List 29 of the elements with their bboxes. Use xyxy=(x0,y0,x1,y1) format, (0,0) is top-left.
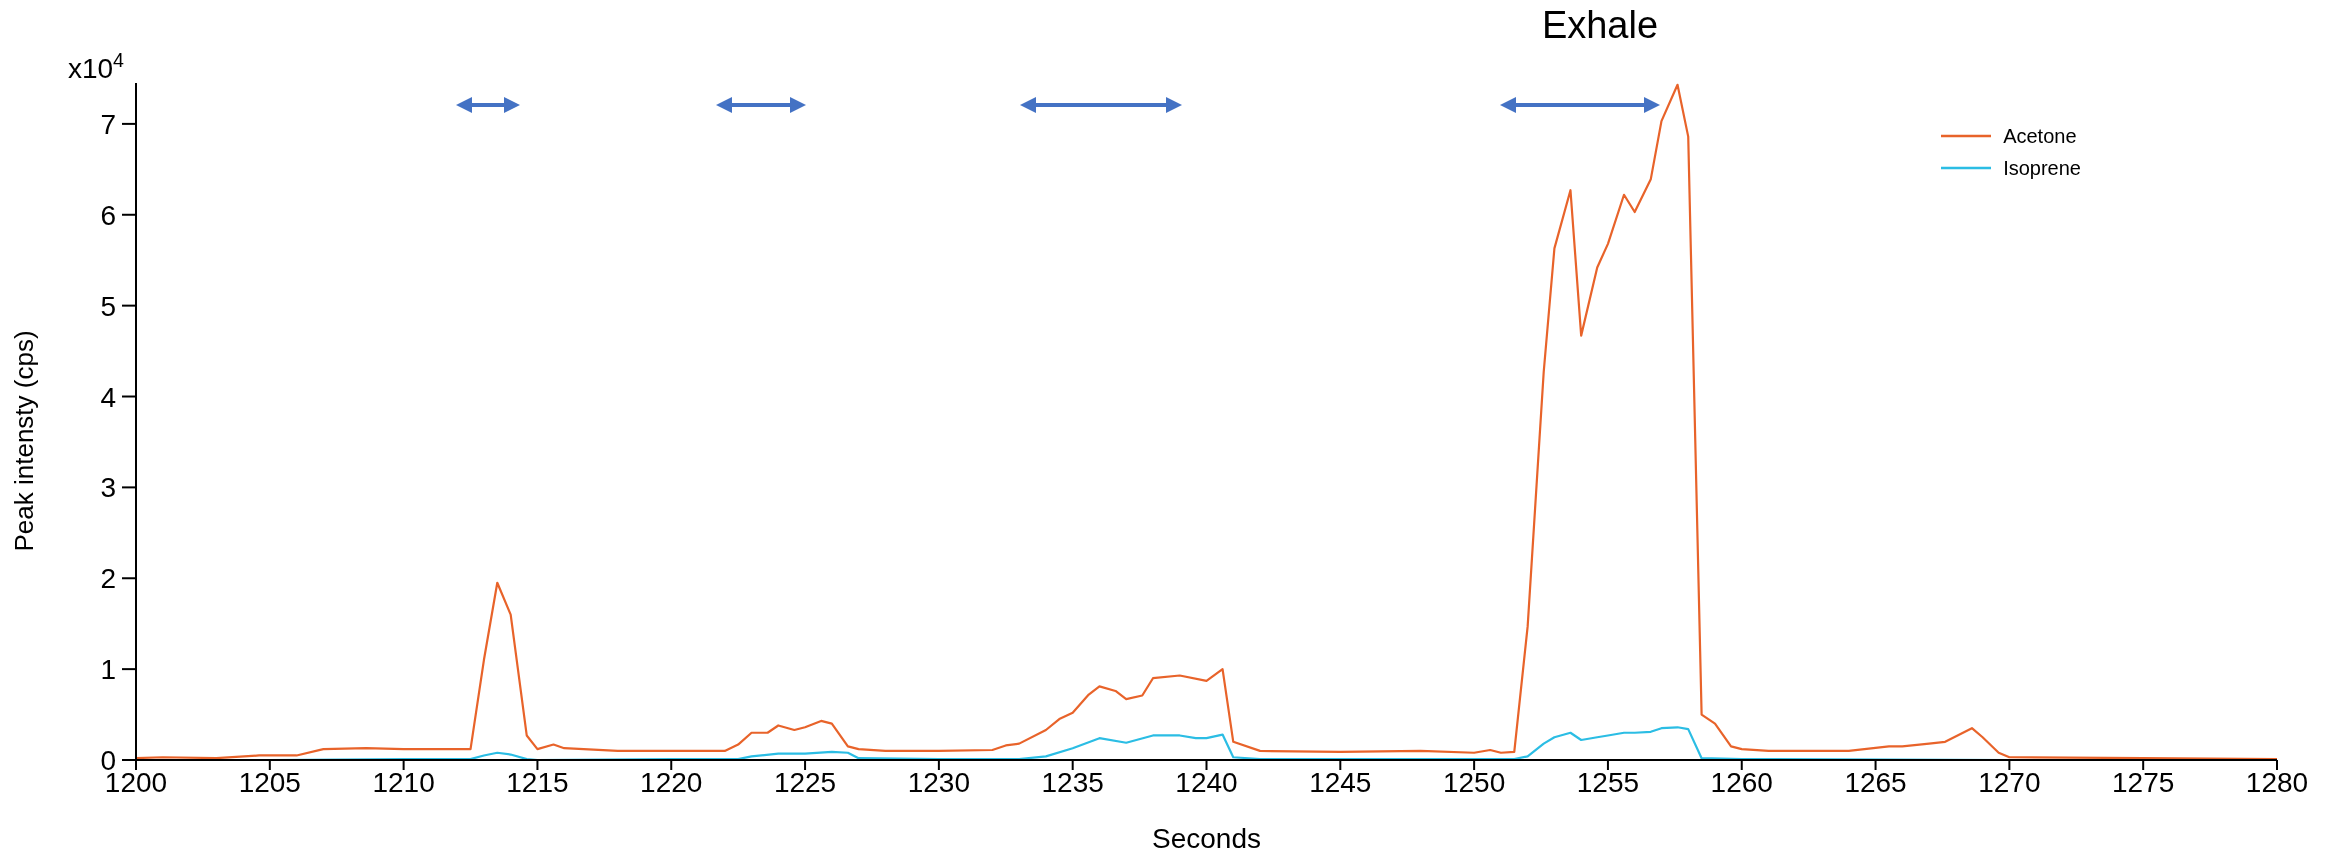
y-tick-label: 7 xyxy=(100,108,116,140)
legend-label: Isoprene xyxy=(2003,156,2081,180)
x-tick-label: 1280 xyxy=(2245,766,2309,798)
x-tick-label: 1235 xyxy=(1041,766,1104,798)
x-tick-label: 1240 xyxy=(1175,766,1238,798)
text: Exhale xyxy=(1541,4,1659,46)
x-tick-label: 1225 xyxy=(773,766,837,798)
y-tick-label: 4 xyxy=(100,381,116,413)
x-tick-label: 1245 xyxy=(1309,766,1372,798)
x-tick-label: 1220 xyxy=(640,766,703,798)
y-axis-title: Peak intensty (cps) xyxy=(9,330,40,552)
x-tick-label: 1270 xyxy=(1978,766,2041,798)
y-tick-label: 1 xyxy=(100,654,116,686)
x-tick-label: 1215 xyxy=(506,766,569,798)
x-tick-label: 1255 xyxy=(1576,766,1640,798)
y-tick-label: 3 xyxy=(100,472,116,504)
x-tick-label: 1250 xyxy=(1442,766,1506,798)
x-tick-label: 1275 xyxy=(2112,766,2175,798)
legend-label: Acetone xyxy=(2003,124,2077,148)
x-tick-label: 1265 xyxy=(1844,766,1907,798)
x-tick-label: 1210 xyxy=(372,766,435,798)
y-tick-label: 2 xyxy=(100,563,116,595)
y-tick-label: 5 xyxy=(100,290,116,322)
y-tick-label: 6 xyxy=(100,199,116,231)
x-tick-label: 1230 xyxy=(907,766,971,798)
text: x10$^{4}$ xyxy=(67,49,125,84)
x-tick-label: 1260 xyxy=(1710,766,1773,798)
x-axis-title: Seconds xyxy=(1152,823,1261,854)
x-tick-label: 1205 xyxy=(238,766,301,798)
